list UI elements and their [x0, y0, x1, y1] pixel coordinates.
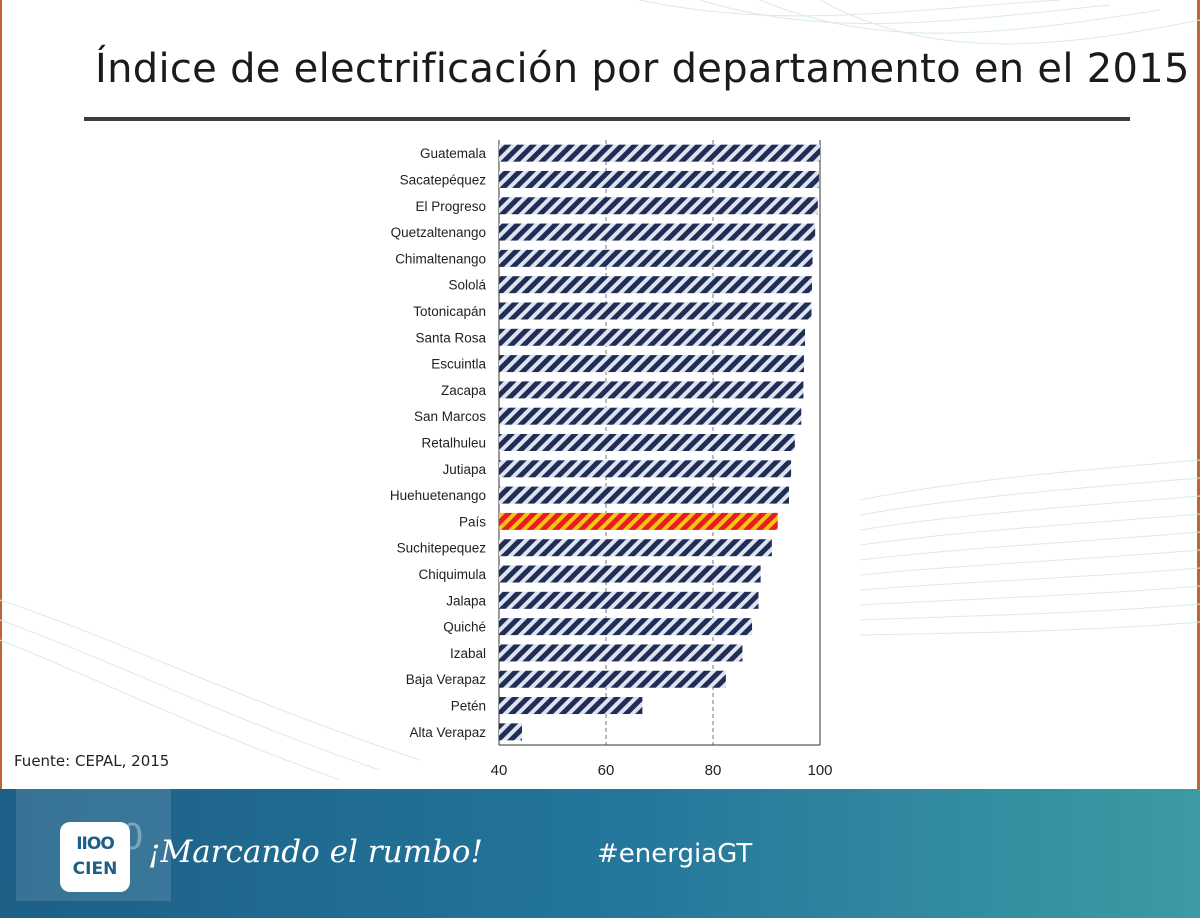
- category-label: Zacapa: [441, 383, 487, 398]
- right-edge-line: [1197, 0, 1200, 790]
- category-label: Chimaltenango: [395, 251, 486, 266]
- x-tick-label: 100: [807, 762, 832, 779]
- category-label: Alta Verapaz: [409, 725, 486, 740]
- category-label: Baja Verapaz: [406, 672, 487, 687]
- x-tick-label: 60: [598, 762, 615, 779]
- category-label: Chiquimula: [418, 567, 486, 582]
- footer-slogan: ¡Marcando el rumbo!: [148, 834, 483, 870]
- bar: [499, 328, 806, 346]
- background-waves: [0, 0, 1200, 781]
- category-label: País: [459, 514, 486, 529]
- bar: [499, 486, 789, 504]
- bar-highlight: [499, 512, 778, 530]
- bar: [499, 723, 523, 741]
- bar: [499, 355, 804, 373]
- bar: [499, 565, 761, 583]
- bar: [499, 618, 753, 636]
- category-label: Totonicapán: [413, 304, 486, 319]
- bar: [499, 249, 813, 267]
- title-divider: [84, 117, 1130, 121]
- logo-mark: IIOO: [76, 834, 115, 854]
- bar: [499, 302, 812, 320]
- category-label: El Progreso: [415, 199, 486, 214]
- category-label: San Marcos: [414, 409, 486, 424]
- bar: [499, 670, 726, 688]
- cien-logo: IIOO CIEN: [60, 822, 130, 892]
- category-label: Jalapa: [446, 593, 486, 608]
- category-label: Sololá: [448, 278, 486, 293]
- category-label: Huehuetenango: [390, 488, 486, 503]
- logo-text: CIEN: [72, 859, 118, 879]
- bar: [499, 539, 772, 557]
- category-label: Jutiapa: [442, 462, 486, 477]
- bar: [499, 434, 795, 451]
- slide-title: Índice de electrificación por departamen…: [95, 46, 1190, 92]
- footer-banner: 10 IIOO CIEN ¡Marcando el rumbo! #energi…: [0, 789, 1200, 918]
- category-label: Guatemala: [420, 146, 487, 161]
- source-note: Fuente: CEPAL, 2015: [14, 752, 170, 770]
- bar: [499, 697, 643, 715]
- category-label: Santa Rosa: [415, 330, 486, 345]
- bar: [499, 407, 802, 425]
- category-label: Sacatepéquez: [400, 172, 487, 187]
- bar-chart: Guatemala Sacatepéquez El Progreso Quetzalt…: [390, 140, 833, 779]
- x-tick-label: 80: [705, 762, 722, 779]
- category-label: Quiché: [443, 620, 486, 635]
- category-label: Izabal: [450, 646, 486, 661]
- bar: [499, 460, 792, 478]
- category-label: Quetzaltenango: [391, 225, 486, 240]
- footer-hashtag: #energiaGT: [597, 839, 753, 869]
- bar: [499, 591, 759, 609]
- bar: [499, 276, 812, 294]
- category-label: Suchitepequez: [397, 541, 487, 556]
- category-label: Petén: [451, 699, 486, 714]
- bar: [499, 223, 816, 241]
- bar: [499, 197, 818, 215]
- bar: [499, 170, 819, 188]
- left-edge-line: [0, 0, 2, 790]
- category-label: Retalhuleu: [421, 436, 486, 451]
- bar: [499, 644, 743, 662]
- category-label: Escuintla: [431, 357, 486, 372]
- bar: [499, 144, 820, 162]
- bar: [499, 381, 804, 399]
- x-tick-label: 40: [491, 762, 508, 779]
